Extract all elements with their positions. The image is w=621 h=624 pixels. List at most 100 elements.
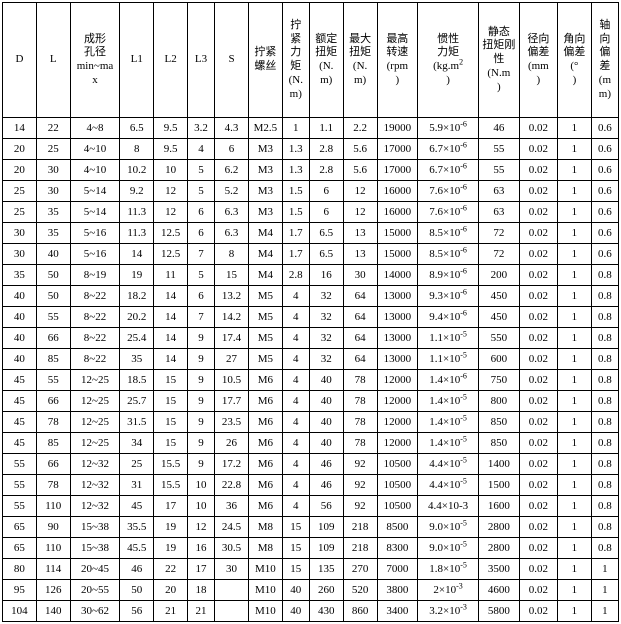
cell: 50 [36,265,70,286]
cell: 7.6×10-6 [418,181,479,202]
cell: 1400 [479,454,520,475]
cell: 17 [154,496,188,517]
cell: 1.7 [282,223,309,244]
cell: 11.3 [120,202,154,223]
cell: 2800 [479,517,520,538]
cell: 34 [120,433,154,454]
cell: 7 [188,244,215,265]
cell: 0.02 [519,559,557,580]
cell: 1.5 [282,181,309,202]
table-row: 30405~161412.578M41.76.513150008.5×10-67… [3,244,619,265]
cell: 92 [343,454,377,475]
cell: 36 [215,496,249,517]
cell: 0.6 [591,160,618,181]
cell: 5.6 [343,160,377,181]
cell: 9 [188,328,215,349]
col-header-9: 额定扭矩(N.m) [309,3,343,118]
cell: 5.6 [343,139,377,160]
cell: 4600 [479,580,520,601]
cell: 30 [3,223,37,244]
cell: 1.1×10-5 [418,349,479,370]
cell: M4 [248,244,282,265]
cell: 12.5 [154,244,188,265]
cell: 0.02 [519,391,557,412]
cell: 56 [120,601,154,622]
cell: 30 [3,244,37,265]
cell: 218 [343,538,377,559]
col-header-2: 成形孔径min~max [70,3,120,118]
cell: M5 [248,349,282,370]
cell: 0.02 [519,265,557,286]
cell: 6.7×10-6 [418,160,479,181]
cell: 1 [591,559,618,580]
cell: 8~22 [70,286,120,307]
cell: 9 [188,370,215,391]
cell: 1 [558,118,592,139]
cell: 1 [591,580,618,601]
cell: 9.0×10-5 [418,538,479,559]
cell: 31.5 [120,412,154,433]
cell: 15000 [377,223,418,244]
cell: 9.0×10-5 [418,517,479,538]
cell: 15~38 [70,538,120,559]
cell: 17.2 [215,454,249,475]
cell: 78 [343,412,377,433]
cell: 110 [36,496,70,517]
cell: 1 [558,496,592,517]
cell: 126 [36,580,70,601]
cell: 46 [120,559,154,580]
cell: 15.5 [154,454,188,475]
cell: 0.02 [519,223,557,244]
cell: 46 [309,475,343,496]
cell: 4~10 [70,139,120,160]
cell: 12~25 [70,412,120,433]
table-row: 659015~3835.5191224.5M81510921885009.0×1… [3,517,619,538]
cell: 66 [36,391,70,412]
cell: 6.3 [215,223,249,244]
cell: 12 [188,517,215,538]
cell: 1 [558,244,592,265]
cell: 0.02 [519,433,557,454]
cell: 12000 [377,433,418,454]
cell: 31 [120,475,154,496]
cell: 4 [282,475,309,496]
cell: 1.1 [309,118,343,139]
table-row: 35508~191911515M42.81630140008.9×10-6200… [3,265,619,286]
cell: 4.4×10-5 [418,475,479,496]
cell: 750 [479,370,520,391]
cell: 10500 [377,496,418,517]
cell: 2.8 [282,265,309,286]
cell: 80 [3,559,37,580]
cell: 0.02 [519,517,557,538]
cell: 1.4×10-5 [418,412,479,433]
cell: 32 [309,328,343,349]
cell: 21 [154,601,188,622]
cell: 25.4 [120,328,154,349]
cell: 10.2 [120,160,154,181]
cell: 3400 [377,601,418,622]
cell: 46 [479,118,520,139]
cell: 5~14 [70,202,120,223]
cell: 35 [36,223,70,244]
cell: 40 [282,601,309,622]
cell: 65 [3,517,37,538]
cell: M3 [248,139,282,160]
cell: 0.02 [519,328,557,349]
cell: 0.02 [519,181,557,202]
cell: 22 [36,118,70,139]
cell: 2×10-3 [418,580,479,601]
cell: 8.5×10-6 [418,223,479,244]
cell: 4 [282,286,309,307]
col-header-4: L2 [154,3,188,118]
cell: 0.02 [519,496,557,517]
cell: 4 [282,370,309,391]
cell: 14 [120,244,154,265]
cell: M6 [248,391,282,412]
cell: 10 [188,475,215,496]
cell: 25 [120,454,154,475]
cell: 104 [3,601,37,622]
cell: 200 [479,265,520,286]
cell: 1.8×10-5 [418,559,479,580]
cell: 55 [36,370,70,391]
cell: 8 [215,244,249,265]
